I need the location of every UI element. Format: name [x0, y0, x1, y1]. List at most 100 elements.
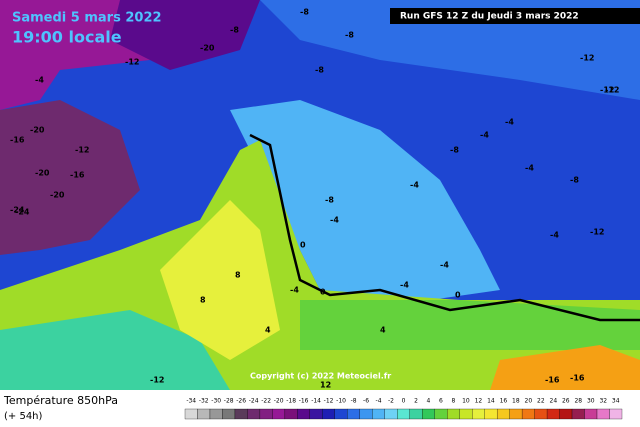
- map-label: -4: [480, 131, 489, 140]
- legend-cell: [534, 408, 548, 420]
- legend-cell: [422, 408, 435, 420]
- legend-tick-label: 4: [427, 398, 431, 405]
- map-label: -12: [600, 86, 614, 95]
- legend-cell: [247, 408, 261, 420]
- legend-tick-label: -8: [351, 398, 357, 405]
- legend-tick-label: -26: [236, 398, 246, 405]
- map-label: -12: [590, 228, 604, 237]
- map-label: -20: [30, 126, 45, 135]
- legend-cell: [184, 408, 198, 420]
- area: [300, 300, 640, 350]
- legend-tick-label: -16: [299, 398, 309, 405]
- map-label: -12: [75, 146, 89, 155]
- legend-tick-label: 14: [487, 398, 495, 405]
- legend-cell: [596, 408, 610, 420]
- legend-cell: [409, 408, 423, 420]
- map-label: -8: [325, 196, 334, 205]
- legend-tick-label: -30: [211, 398, 221, 405]
- legend-cell: [359, 408, 373, 420]
- legend-tick-label: 24: [550, 398, 558, 405]
- legend-tick-label: 6: [439, 398, 443, 405]
- legend-cell: [372, 408, 385, 420]
- legend-tick-label: 26: [562, 398, 570, 405]
- legend-cell: [259, 408, 273, 420]
- legend-tick-label: -14: [311, 398, 321, 405]
- legend-cell: [459, 408, 473, 420]
- legend-tick-label: 34: [612, 398, 620, 405]
- legend-cell: [322, 408, 335, 420]
- legend-cell: [484, 408, 498, 420]
- legend-tick-label: 8: [452, 398, 456, 405]
- legend-tick-label: -4: [376, 398, 382, 405]
- legend-cell: [472, 408, 485, 420]
- map-label: -4: [290, 286, 299, 295]
- legend-tick-label: -6: [363, 398, 369, 405]
- legend-cell: [284, 408, 298, 420]
- map-label: -4: [410, 181, 419, 190]
- legend-tick-label: -28: [224, 398, 234, 405]
- legend-cell: [384, 408, 398, 420]
- map-label: -12: [580, 54, 594, 63]
- map-label: -24: [10, 206, 25, 215]
- legend-cell: [584, 408, 598, 420]
- map-label: -4: [440, 261, 449, 270]
- map-label: -12: [605, 86, 619, 95]
- map-label: -16: [10, 136, 25, 145]
- legend-tick-label: -2: [388, 398, 394, 405]
- map-label: -24: [15, 208, 30, 217]
- zero-isotherm: [249, 133, 640, 322]
- time: 19:00 locale: [12, 28, 122, 47]
- legend-tick-label: 2: [414, 398, 418, 405]
- legend-cell: [571, 408, 585, 420]
- legend-cell: [509, 408, 523, 420]
- legend-tick-label: 12: [475, 398, 483, 405]
- copyright: Copyright (c) 2022 Meteociel.fr: [250, 372, 391, 381]
- run-box: [390, 8, 640, 24]
- area: [0, 310, 230, 390]
- map-label: -8: [300, 8, 309, 17]
- legend-cell: [397, 408, 410, 420]
- legend-tick-label: -32: [199, 398, 209, 405]
- map-label: 0: [320, 288, 326, 297]
- legend-tick-label: -18: [286, 398, 296, 405]
- map-label: -8: [315, 66, 324, 75]
- date: Samedi 5 mars 2022: [12, 11, 162, 26]
- legend-tick-label: 16: [500, 398, 508, 405]
- map-label: -4: [525, 164, 534, 173]
- legend-cell: [347, 408, 360, 420]
- legend-tick-label: 10: [462, 398, 470, 405]
- footer-bg: [0, 390, 640, 427]
- map-label: -16: [545, 376, 560, 385]
- legend-tick-label: 30: [587, 398, 595, 405]
- legend-cell: [209, 408, 223, 420]
- cold-area: [0, 100, 140, 255]
- legend-tick-label: -22: [261, 398, 271, 405]
- warm-area: [160, 200, 280, 360]
- legend-cell: [222, 408, 236, 420]
- map-label: -20: [50, 191, 65, 200]
- legend-cell: [272, 408, 286, 420]
- legend-tick-label: 20: [525, 398, 533, 405]
- map-label: 8: [200, 296, 206, 305]
- legend-tick-label: 32: [599, 398, 607, 405]
- map-label: -8: [345, 31, 354, 40]
- legend-cell: [234, 408, 248, 420]
- legend-cell: [297, 408, 311, 420]
- legend-cell: [559, 408, 573, 420]
- map-label: -8: [570, 176, 579, 185]
- map-label: -4: [35, 76, 44, 85]
- legend-tick-label: -10: [336, 398, 346, 405]
- map-label: -4: [330, 216, 339, 225]
- map-label: -12: [150, 376, 164, 385]
- legend-cell: [496, 408, 510, 420]
- legend-tick-label: 0: [402, 398, 406, 405]
- area: [230, 100, 500, 300]
- map-label: -16: [570, 374, 585, 383]
- legend-cell: [334, 408, 348, 420]
- area: [260, 0, 640, 100]
- map-label: -4: [505, 118, 514, 127]
- legend-tick-label: -24: [249, 398, 259, 405]
- legend-cell: [609, 408, 623, 420]
- map-label: -8: [230, 26, 239, 35]
